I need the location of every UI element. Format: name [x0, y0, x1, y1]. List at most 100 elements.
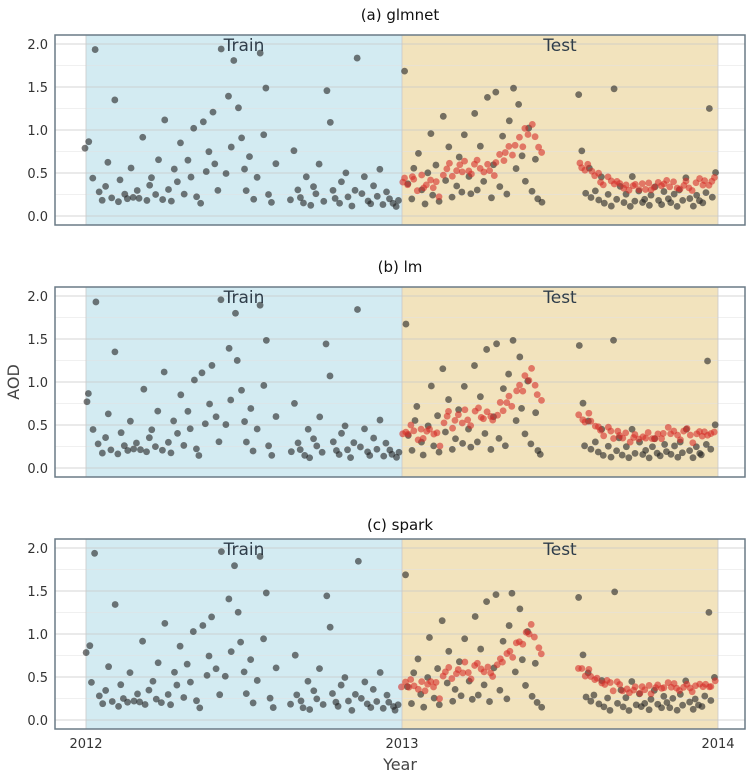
observed-point [420, 703, 428, 711]
observed-point [679, 701, 687, 709]
predicted-point [587, 417, 595, 425]
observed-point [429, 191, 437, 199]
observed-point [619, 703, 627, 711]
observed-point [358, 190, 366, 198]
predicted-point [711, 174, 718, 181]
observed-point [120, 442, 128, 450]
predicted-point [631, 431, 639, 438]
observed-point [115, 702, 122, 710]
observed-point [382, 439, 390, 447]
observed-point [313, 442, 321, 450]
observed-point [84, 390, 92, 397]
observed-point [693, 191, 701, 199]
predicted-point [516, 381, 523, 389]
predicted-point [644, 429, 652, 436]
observed-point [413, 403, 421, 410]
observed-point [480, 177, 488, 185]
observed-point [402, 571, 409, 579]
observed-point [518, 404, 525, 412]
observed-point [595, 196, 603, 204]
observed-point [268, 451, 276, 459]
predicted-point [458, 419, 466, 427]
observed-point [395, 197, 402, 204]
observed-point [370, 434, 378, 442]
observed-point [107, 446, 115, 454]
observed-point [203, 671, 211, 679]
observed-point [225, 595, 233, 603]
observed-point [707, 445, 715, 453]
predicted-point [538, 396, 545, 404]
observed-point [427, 382, 435, 390]
observed-point [85, 138, 93, 146]
observed-point [357, 694, 365, 702]
observed-point [345, 697, 352, 705]
observed-point [674, 453, 682, 461]
observed-point [587, 697, 595, 705]
observed-point [667, 199, 675, 207]
predicted-point [688, 187, 696, 194]
observed-point [193, 445, 200, 453]
observed-point [287, 196, 294, 204]
predicted-point [448, 172, 456, 180]
predicted-point [505, 392, 513, 400]
observed-point [313, 695, 321, 703]
predicted-point [631, 683, 639, 691]
observed-point [670, 190, 678, 198]
observed-point [367, 200, 375, 208]
observed-point [434, 665, 442, 672]
predicted-point [616, 180, 624, 187]
observed-point [247, 656, 255, 664]
observed-point [604, 694, 611, 702]
observed-point [336, 199, 343, 207]
observed-point [411, 417, 419, 424]
predicted-point [710, 428, 718, 436]
predicted-point [663, 177, 671, 184]
observed-point [186, 425, 194, 433]
observed-point [157, 699, 165, 707]
observed-point [689, 454, 697, 462]
predicted-point [538, 149, 546, 156]
predicted-point [535, 143, 543, 151]
observed-point [476, 142, 484, 150]
observed-point [353, 54, 361, 62]
observed-point [357, 443, 364, 451]
observed-point [256, 301, 264, 309]
predicted-point [689, 439, 697, 447]
predicted-point [432, 178, 440, 186]
predicted-point [398, 683, 405, 691]
observed-point [148, 426, 156, 434]
observed-point [610, 85, 618, 93]
observed-point [373, 192, 381, 200]
observed-point [202, 168, 210, 175]
observed-point [83, 398, 91, 406]
observed-point [499, 385, 507, 393]
predicted-point [449, 424, 456, 432]
predicted-point [516, 133, 523, 141]
observed-point [249, 699, 257, 707]
observed-point [241, 418, 248, 425]
predicted-point [533, 391, 541, 399]
predicted-point [458, 168, 466, 176]
predicted-point [445, 407, 452, 415]
observed-point [312, 190, 320, 198]
observed-point [304, 425, 312, 433]
observed-point [293, 691, 301, 699]
observed-point [354, 306, 361, 313]
observed-point [468, 695, 476, 703]
observed-point [626, 202, 634, 210]
observed-point [351, 690, 359, 698]
observed-point [154, 659, 162, 667]
predicted-point [597, 426, 604, 434]
predicted-point [404, 181, 412, 189]
observed-point [618, 451, 626, 459]
observed-point [354, 557, 362, 565]
predicted-point [521, 124, 529, 132]
region-label: Train [223, 36, 265, 56]
observed-point [481, 430, 489, 437]
predicted-point [622, 429, 630, 437]
observed-point [347, 454, 354, 462]
observed-point [421, 200, 429, 208]
observed-point [610, 336, 617, 344]
observed-point [348, 706, 356, 714]
observed-point [99, 700, 107, 708]
